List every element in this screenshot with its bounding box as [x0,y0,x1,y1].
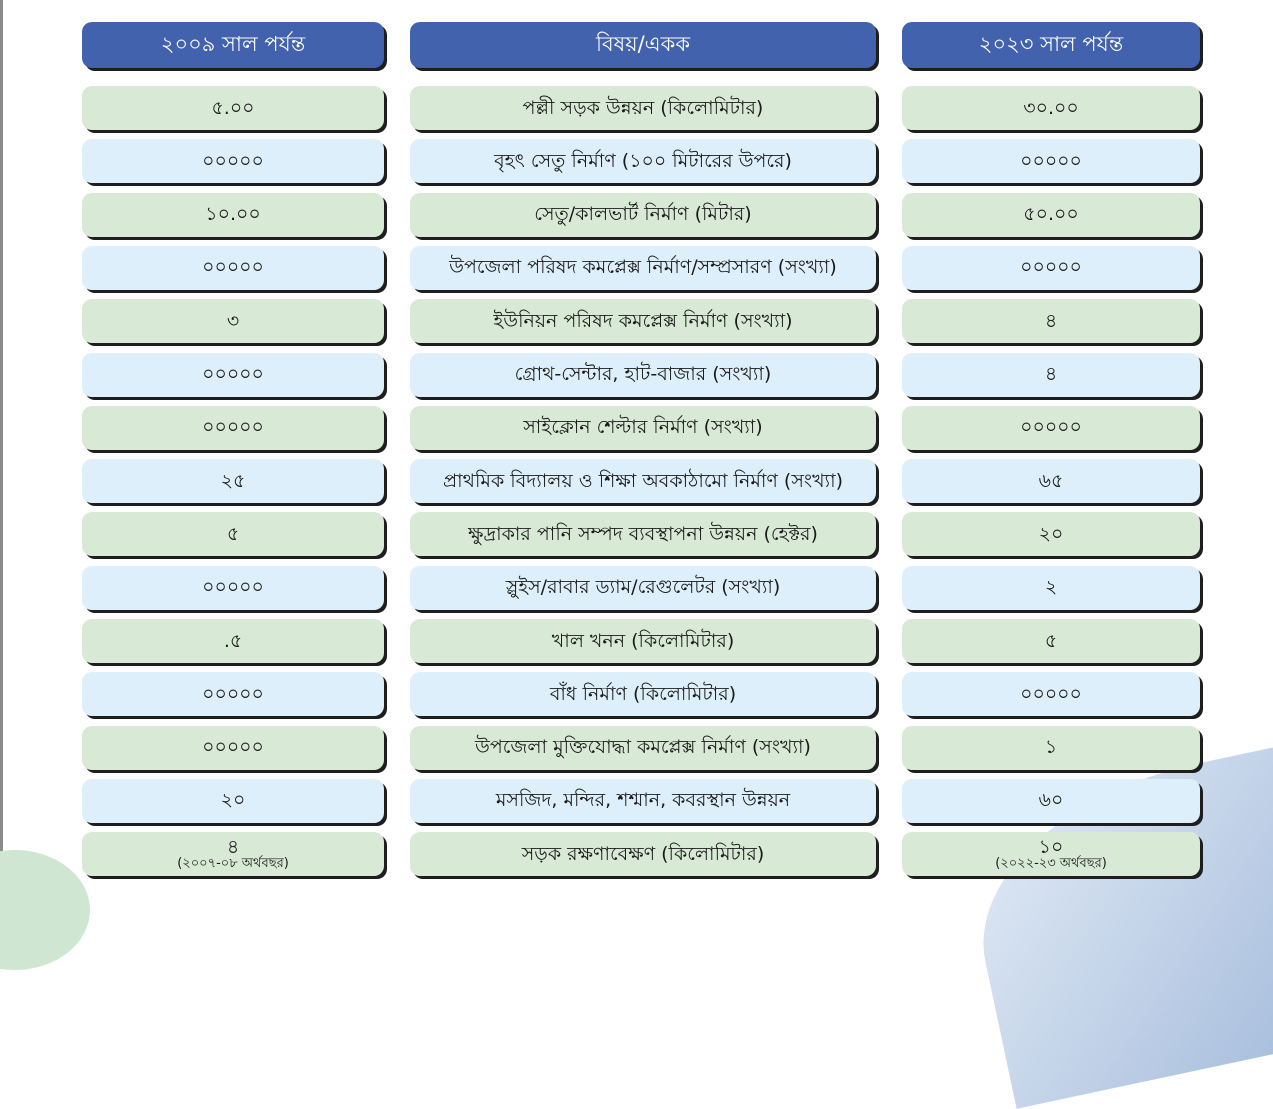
cell-subject: পল্লী সড়ক উন্নয়ন (কিলোমিটার) [410,86,876,130]
cell-2009-value: ৫ [226,522,240,545]
cell-subject: সাইক্লোন শেল্টার নির্মাণ (সংখ্যা) [410,405,876,450]
header-subject: বিষয়/একক [410,22,876,68]
cell-2009-value: ১০.০০ [205,203,261,226]
cell-2009: ০০০০০ [82,725,384,770]
cell-subject: ইউনিয়ন পরিষদ কমপ্লেক্স নির্মাণ (সংখ্যা) [410,299,876,344]
cell-2023-value: ২ [1044,576,1058,599]
cell-subject: বৃহৎ সেতু নির্মাণ (১০০ মিটারের উপরে) [410,139,876,184]
cell-2009-value: ২০ [220,789,246,812]
cell-2023-value: ০০০০০ [1020,256,1082,279]
cell-subject: গ্রোথ-সেন্টার, হাট-বাজার (সংখ্যা) [410,352,876,397]
cell-2023-value: ২০ [1038,522,1064,545]
cell-2023: ৩০.০০ [902,86,1200,130]
cell-2009: ১০.০০ [82,192,384,237]
cell-2023: ৬০ [902,778,1200,823]
cell-subject: ক্ষুদ্রাকার পানি সম্পদ ব্যবস্থাপনা উন্নয… [410,512,876,557]
cell-2023-value: ৬০ [1038,789,1064,812]
cell-2009-value: ০০০০০ [202,682,264,705]
cell-subject-value: গ্রোথ-সেন্টার, হাট-বাজার (সংখ্যা) [514,363,772,386]
fiscal-year-note: (২০২২-২৩ অর্থবছর) [995,856,1107,872]
cell-2023-value: ১ [1044,736,1058,759]
cell-subject: মসজিদ, মন্দির, শশ্মান, কবরস্থান উন্নয়ন [410,778,876,823]
cell-subject: স্লুইস/রাবার ড্যাম/রেগুলেটর (সংখ্যা) [410,565,876,610]
cell-subject-value: সেতু/কালভার্ট নির্মাণ (মিটার) [534,203,752,226]
cell-2023-value: ৬৫ [1038,469,1064,492]
cell-subject-value: ইউনিয়ন পরিষদ কমপ্লেক্স নির্মাণ (সংখ্যা) [493,309,793,332]
cell-2009: ২৫ [82,459,384,504]
decorative-circle [0,850,90,970]
cell-2009: ৫ [82,512,384,557]
cell-subject: সেতু/কালভার্ট নির্মাণ (মিটার) [410,192,876,237]
cell-subject-value: বৃহৎ সেতু নির্মাণ (১০০ মিটারের উপরে) [494,149,792,172]
cell-subject: প্রাথমিক বিদ্যালয় ও শিক্ষা অবকাঠামো নির… [410,459,876,504]
cell-subject-value: মসজিদ, মন্দির, শশ্মান, কবরস্থান উন্নয়ন [495,789,791,812]
decorative-wave [954,711,1273,1109]
cell-2009-value: ২৫ [220,469,246,492]
cell-2023-value: ০০০০০ [1020,682,1082,705]
fiscal-year-note: (২০০৭-০৮ অর্থবছর) [177,856,289,872]
cell-2023: ০০০০০ [902,245,1200,290]
cell-2023: ১ [902,725,1200,770]
cell-subject-value: উপজেলা মুক্তিযোদ্ধা কমপ্লেক্স নির্মাণ (স… [475,736,811,759]
cell-2023-value: ০০০০০ [1020,416,1082,439]
cell-subject: বাঁধ নির্মাণ (কিলোমিটার) [410,672,876,717]
cell-2009-value: ০০০০০ [202,416,264,439]
cell-2023-value: ৫ [1044,629,1058,652]
cell-2023-value: ৪ [1044,309,1058,332]
cell-2023: ৫ [902,619,1200,663]
cell-subject-value: প্রাথমিক বিদ্যালয় ও শিক্ষা অবকাঠামো নির… [442,469,843,492]
cell-2023-value: ১০ [1038,835,1064,858]
cell-2023-value: ৪ [1044,363,1058,386]
cell-2023: ৫০.০০ [902,192,1200,237]
cell-2009-value: .৫ [223,629,243,652]
cell-subject-value: স্লুইস/রাবার ড্যাম/রেগুলেটর (সংখ্যা) [505,576,781,599]
cell-subject: উপজেলা পরিষদ কমপ্লেক্স নির্মাণ/সম্প্রসার… [410,245,876,290]
cell-2009: ০০০০০ [82,565,384,610]
cell-subject-value: ক্ষুদ্রাকার পানি সম্পদ ব্যবস্থাপনা উন্নয… [468,522,818,545]
cell-2009-value: ০০০০০ [202,256,264,279]
cell-2023: ৪ [902,352,1200,397]
cell-subject-value: সাইক্লোন শেল্টার নির্মাণ (সংখ্যা) [523,416,763,439]
cell-2023: ২০ [902,512,1200,557]
cell-2009: ৪ (২০০৭-০৮ অর্থবছর) [82,832,384,877]
cell-subject-value: খাল খনন (কিলোমিটার) [551,629,735,652]
cell-subject: সড়ক রক্ষণাবেক্ষণ (কিলোমিটার) [410,832,876,877]
cell-2009: ০০০০০ [82,245,384,290]
cell-2009: ২০ [82,778,384,823]
cell-2023-value: ৩০.০০ [1023,96,1079,119]
header-2023: ২০২৩ সাল পর্যন্ত [902,22,1200,68]
cell-subject-value: সড়ক রক্ষণাবেক্ষণ (কিলোমিটার) [521,842,765,865]
cell-subject-value: উপজেলা পরিষদ কমপ্লেক্স নির্মাণ/সম্প্রসার… [449,256,837,279]
cell-2023-value: ৫০.০০ [1023,203,1079,226]
cell-2009: ৩ [82,299,384,344]
page-edge [0,0,3,881]
cell-2009: ০০০০০ [82,405,384,450]
cell-2023: ০০০০০ [902,672,1200,717]
cell-2009-value: ৩ [226,309,240,332]
cell-subject: উপজেলা মুক্তিযোদ্ধা কমপ্লেক্স নির্মাণ (স… [410,725,876,770]
cell-2009-value: ০০০০০ [202,149,264,172]
cell-subject-value: পল্লী সড়ক উন্নয়ন (কিলোমিটার) [522,96,764,119]
cell-2009: ০০০০০ [82,672,384,717]
cell-2023: ৪ [902,299,1200,344]
cell-2009-value: ৫.০০ [211,96,255,119]
header-2009: ২০০৯ সাল পর্যন্ত [82,22,384,68]
cell-2023: ১০ (২০২২-২৩ অর্থবছর) [902,832,1200,877]
cell-2023: ২ [902,565,1200,610]
cell-subject-value: বাঁধ নির্মাণ (কিলোমিটার) [549,682,737,705]
cell-2009: ০০০০০ [82,352,384,397]
cell-subject: খাল খনন (কিলোমিটার) [410,619,876,663]
cell-2009: ৫.০০ [82,86,384,130]
cell-2009-value: ০০০০০ [202,576,264,599]
cell-2009-value: ০০০০০ [202,736,264,759]
cell-2009: ০০০০০ [82,139,384,184]
cell-2009: .৫ [82,619,384,663]
cell-2023: ০০০০০ [902,405,1200,450]
cell-2009-value: ০০০০০ [202,363,264,386]
cell-2023: ৬৫ [902,459,1200,504]
cell-2009-value: ৪ [226,835,240,858]
cell-2023-value: ০০০০০ [1020,149,1082,172]
cell-2023: ০০০০০ [902,139,1200,184]
